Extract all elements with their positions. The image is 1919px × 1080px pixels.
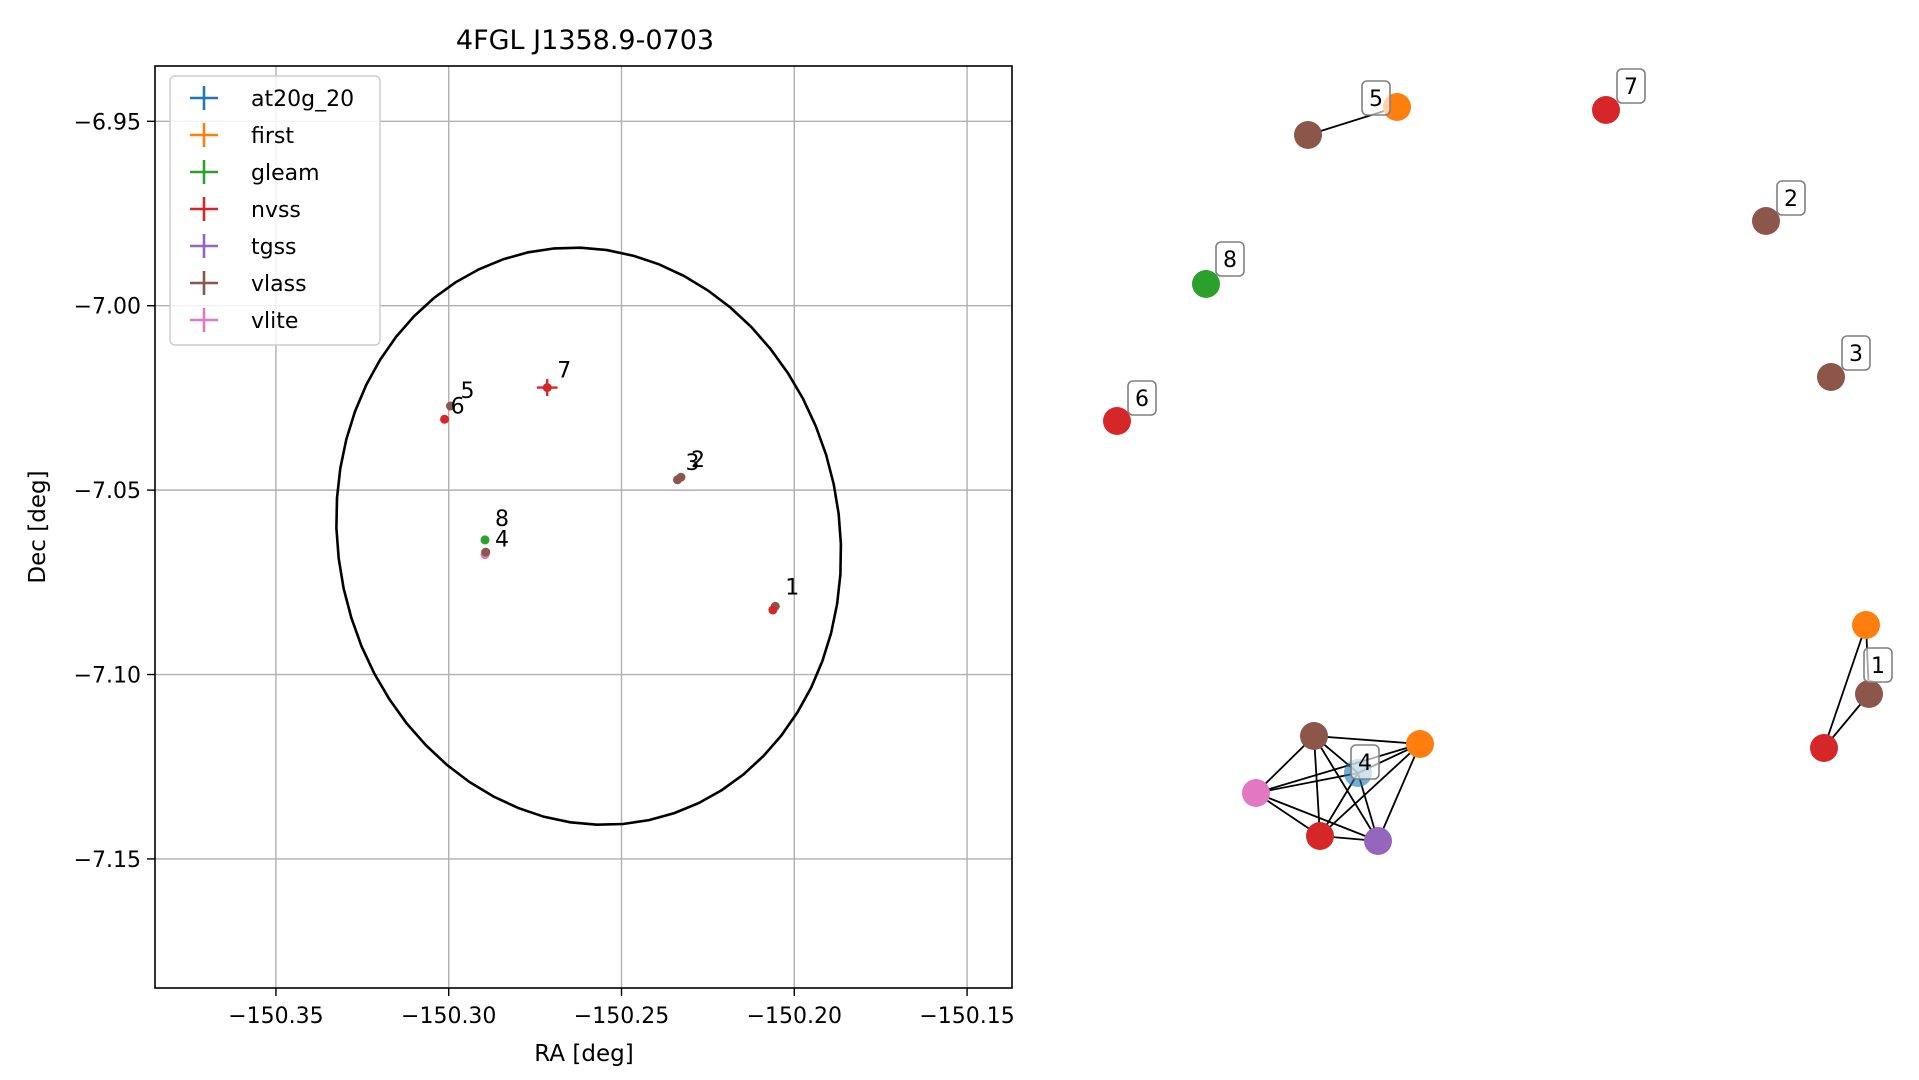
point-label: 2 (691, 448, 705, 473)
graph-node-vlite (1242, 779, 1270, 807)
graph-node-label: 4 (1350, 744, 1380, 780)
source-point-nvss (440, 414, 450, 424)
graph-node-nvss (1306, 822, 1334, 850)
point-label: 4 (495, 528, 509, 553)
legend-frame (169, 75, 381, 346)
graph-node-first (1852, 611, 1880, 639)
legend-label: vlass (251, 272, 307, 297)
graph-node-vlass (1752, 207, 1780, 235)
x-tick-label: −150.15 (919, 1004, 1014, 1029)
graph-node-labels: 5 7 2 8 3 6 1 4 (1127, 68, 1893, 780)
graph-label-box (1361, 80, 1391, 116)
confidence-ellipse (335, 246, 843, 827)
x-tick-label: −150.35 (228, 1004, 323, 1029)
graph-label-box (1776, 180, 1806, 216)
graph-label-text: 8 (1223, 248, 1237, 273)
graph-edge (1377, 743, 1421, 842)
point-label: 8 (495, 507, 509, 532)
graph-node-gleam (1192, 270, 1220, 298)
source-point-vlass (672, 475, 682, 485)
graph-label-box (1863, 647, 1893, 683)
graph-label-text: 6 (1135, 387, 1149, 412)
point-label: 3 (685, 451, 699, 476)
legend-label: first (251, 124, 294, 149)
graph-edge (1255, 792, 1379, 842)
graph-node-label: 3 (1841, 335, 1871, 371)
x-tick-label: −150.20 (747, 1004, 842, 1029)
graph-label-box (1841, 335, 1871, 371)
point-label: 7 (557, 359, 571, 384)
graph-label-box (1616, 68, 1646, 104)
network-panel: 5 7 2 8 3 6 1 4 (1103, 68, 1893, 855)
graph-node-nvss (1810, 734, 1838, 762)
source-points (440, 379, 780, 615)
graph-edge (1823, 624, 1867, 749)
point-label: 1 (785, 575, 799, 600)
point-label: 5 (460, 379, 474, 404)
y-tick-label: −7.10 (74, 664, 141, 689)
plot-frame (154, 65, 1013, 989)
x-axis-label: RA [deg] (534, 1041, 633, 1067)
graph-node-label: 6 (1127, 380, 1157, 416)
graph-node-first (1406, 730, 1434, 758)
legend-label: nvss (251, 198, 301, 223)
source-point-vlass (445, 401, 455, 411)
y-tick-label: −6.95 (74, 110, 141, 135)
source-point-gleam (480, 535, 490, 545)
graph-node-tgss (1364, 827, 1392, 855)
graph-label-box (1215, 241, 1245, 277)
graph-edge (1255, 772, 1359, 794)
graph-edge (1313, 735, 1321, 837)
legend-label: vlite (251, 309, 298, 334)
graph-label-text: 2 (1784, 187, 1798, 212)
legend-label: at20g_20 (251, 87, 354, 112)
legend-label: gleam (251, 161, 320, 186)
graph-node-vlass (1817, 363, 1845, 391)
graph-label-text: 5 (1369, 87, 1383, 112)
graph-node-nvss (1592, 96, 1620, 124)
y-tick-label: −7.05 (74, 479, 141, 504)
point-labels: 1 23 48 56 7 (451, 359, 800, 601)
graph-node-label: 2 (1776, 180, 1806, 216)
scatter-panel: 4FGL J1358.9-0703 −150.35 −150.30 −150.25−… (25, 25, 1015, 1067)
graph-node-label: 1 (1863, 647, 1893, 683)
graph-node-vlass (1300, 722, 1328, 750)
point-label: 6 (451, 394, 465, 419)
graph-label-box (1127, 380, 1157, 416)
legend-label: tgss (251, 235, 297, 260)
source-point-vlass (481, 547, 491, 557)
graph-node-vlass (1294, 121, 1322, 149)
graph-label-text: 7 (1624, 75, 1638, 100)
source-point-nvss (768, 605, 778, 615)
y-axis-label: Dec [deg] (25, 470, 51, 583)
source-point-nvss (542, 383, 552, 393)
graph-node-label: 8 (1215, 241, 1245, 277)
graph-edge (1319, 743, 1421, 837)
graph-label-text: 1 (1871, 654, 1885, 679)
graph-label-box (1350, 744, 1380, 780)
x-tick-label: −150.25 (574, 1004, 669, 1029)
y-ticks: −6.95 −7.00 −7.05 −7.10 −7.15 (74, 110, 155, 873)
graph-node-label: 7 (1616, 68, 1646, 104)
x-ticks: −150.35 −150.30 −150.25 −150.20 −150.15 (228, 988, 1015, 1029)
graph-node-label: 5 (1361, 80, 1391, 116)
graph-nodes (1103, 93, 1883, 855)
graph-label-text: 3 (1849, 342, 1863, 367)
graph-node-nvss (1103, 407, 1131, 435)
y-tick-label: −7.15 (74, 848, 141, 873)
graph-edge (1313, 735, 1379, 842)
graph-node-vlass (1855, 680, 1883, 708)
graph-edge (1255, 743, 1421, 794)
graph-edge (1313, 735, 1421, 745)
x-tick-label: −150.30 (401, 1004, 496, 1029)
y-tick-label: −7.00 (74, 295, 141, 320)
graph-label-text: 4 (1358, 751, 1372, 776)
chart-title: 4FGL J1358.9-0703 (456, 25, 714, 56)
